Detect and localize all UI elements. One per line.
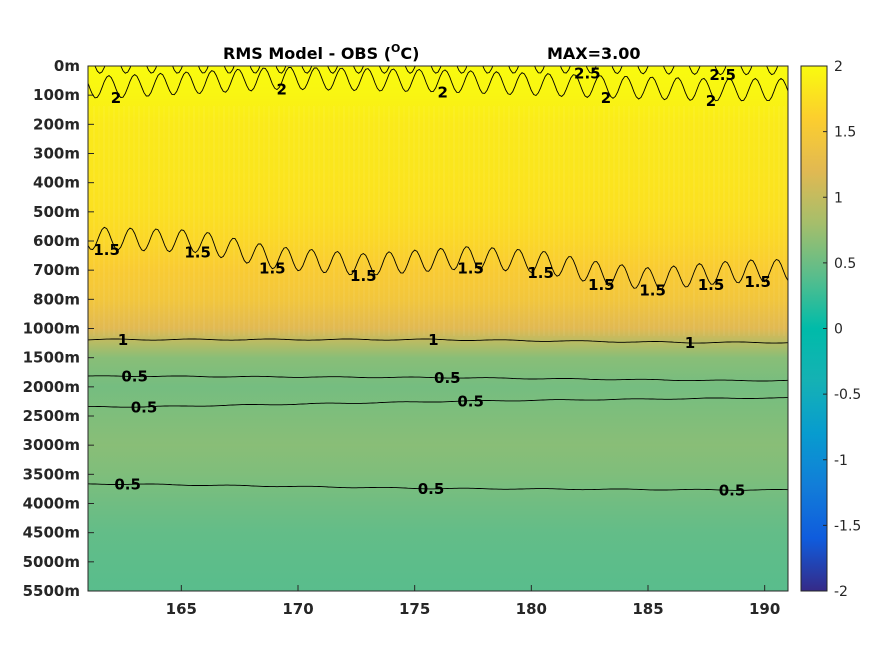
- contour-label: 2: [601, 89, 611, 107]
- contour-lines: [88, 66, 788, 491]
- y-tick-label: 600m: [33, 232, 80, 250]
- colorbar-tick-label: -1.5: [834, 518, 861, 534]
- contour-label: 0.5: [434, 369, 461, 387]
- chart-title-unit: C): [400, 44, 419, 63]
- colorbar: [800, 65, 828, 592]
- colorbar-axis: 2 1.5 1 0.5 0 -0.5 -1 -1.5 -2: [823, 59, 861, 600]
- contour-label: 1: [118, 331, 128, 349]
- chart-title-superscript: O: [391, 42, 400, 55]
- y-tick-label: 200m: [33, 115, 80, 133]
- contour-label: 2: [706, 92, 716, 110]
- contour-label: 0.5: [418, 480, 445, 498]
- y-tick-label: 5000m: [23, 553, 80, 571]
- contour-label: 1: [428, 331, 438, 349]
- y-tick-label: 3500m: [23, 465, 80, 483]
- contour-label: 1.5: [698, 276, 725, 294]
- x-tick-label: 175: [399, 600, 430, 618]
- contour-label: 2: [276, 80, 286, 98]
- contour-label: 1.5: [93, 241, 120, 259]
- y-tick-label: 700m: [33, 261, 80, 279]
- contour-label: 1.5: [457, 260, 484, 278]
- colorbar-tick-label: 1: [834, 190, 843, 206]
- contour-line-1-5: [88, 226, 788, 291]
- y-tick-label: 3000m: [23, 436, 80, 454]
- chart-title-main: RMS Model - OBS (: [223, 44, 391, 63]
- x-tick-label: 180: [516, 600, 547, 618]
- contour-label: 0.5: [114, 476, 141, 494]
- x-axis: 165 170 175 180 185 190: [166, 585, 780, 618]
- y-axis: 0m 100m 200m 300m 400m 500m 600m 700m 800m 1000m 1…: [23, 57, 94, 600]
- contour-label: 1.5: [184, 244, 211, 262]
- contour-label: 1.5: [259, 260, 286, 278]
- contour-line-0-5: [88, 483, 788, 491]
- y-tick-label: 4500m: [23, 524, 80, 542]
- y-tick-label: 500m: [33, 203, 80, 221]
- heatmap-texture: [93, 106, 785, 336]
- contour-label: 1.5: [350, 267, 377, 285]
- contour-label: 2.5: [709, 66, 736, 84]
- contour-label: 1.5: [588, 276, 615, 294]
- contour-label: 0.5: [457, 392, 484, 410]
- y-tick-label: 800m: [33, 290, 80, 308]
- y-tick-label: 1000m: [23, 320, 80, 338]
- colorbar-tick-label: 1.5: [834, 125, 856, 141]
- contour-line-1: [88, 338, 788, 344]
- y-tick-label: 2000m: [23, 378, 80, 396]
- contour-label: 1.5: [527, 264, 554, 282]
- x-tick-label: 185: [632, 600, 663, 618]
- contour-label: 1.5: [744, 273, 771, 291]
- contour-labels: 2.5 2.52 2 2 2 21.5 1.51.5 1.5 1.5 1.51.5 1.5 1.5 1.…: [93, 64, 771, 499]
- y-tick-label: 400m: [33, 174, 80, 192]
- colorbar-tick-label: -0.5: [834, 387, 861, 403]
- contour-line-2-5: [94, 66, 779, 76]
- y-tick-label: 1500m: [23, 349, 80, 367]
- contour-line-2: [88, 66, 788, 102]
- chart-title: RMS Model - OBS (OC): [223, 42, 419, 63]
- contour-label: 1.5: [639, 282, 666, 300]
- colorbar-tick-label: -1: [834, 453, 848, 469]
- colorbar-tick-label: 0.5: [834, 256, 856, 272]
- y-tick-label: 0m: [54, 57, 80, 75]
- plot-area: [88, 66, 788, 591]
- y-tick-label: 300m: [33, 145, 80, 163]
- y-tick-label: 5500m: [23, 582, 80, 600]
- contour-label: 2: [437, 83, 447, 101]
- max-label: MAX=3.00: [547, 44, 641, 63]
- contour-label: 0.5: [131, 398, 158, 416]
- contour-line-0-5: [88, 397, 788, 408]
- contour-label: 2: [111, 89, 121, 107]
- y-tick-label: 4000m: [23, 495, 80, 513]
- y-tick-label: 100m: [33, 86, 80, 104]
- colorbar-tick-label: 2: [834, 59, 843, 75]
- contour-label: 2.5: [574, 64, 601, 82]
- colorbar-tick-label: 0: [834, 322, 843, 338]
- x-tick-label: 165: [166, 600, 197, 618]
- y-tick-label: 2500m: [23, 407, 80, 425]
- contour-label: 0.5: [121, 368, 148, 386]
- x-tick-label: 170: [282, 600, 313, 618]
- contour-label: 0.5: [719, 481, 746, 499]
- contour-line-0-5: [88, 375, 788, 382]
- heatmap-field: [88, 66, 788, 591]
- x-tick-label: 190: [749, 600, 780, 618]
- contour-label: 1: [685, 334, 695, 352]
- colorbar-tick-label: -2: [834, 584, 848, 600]
